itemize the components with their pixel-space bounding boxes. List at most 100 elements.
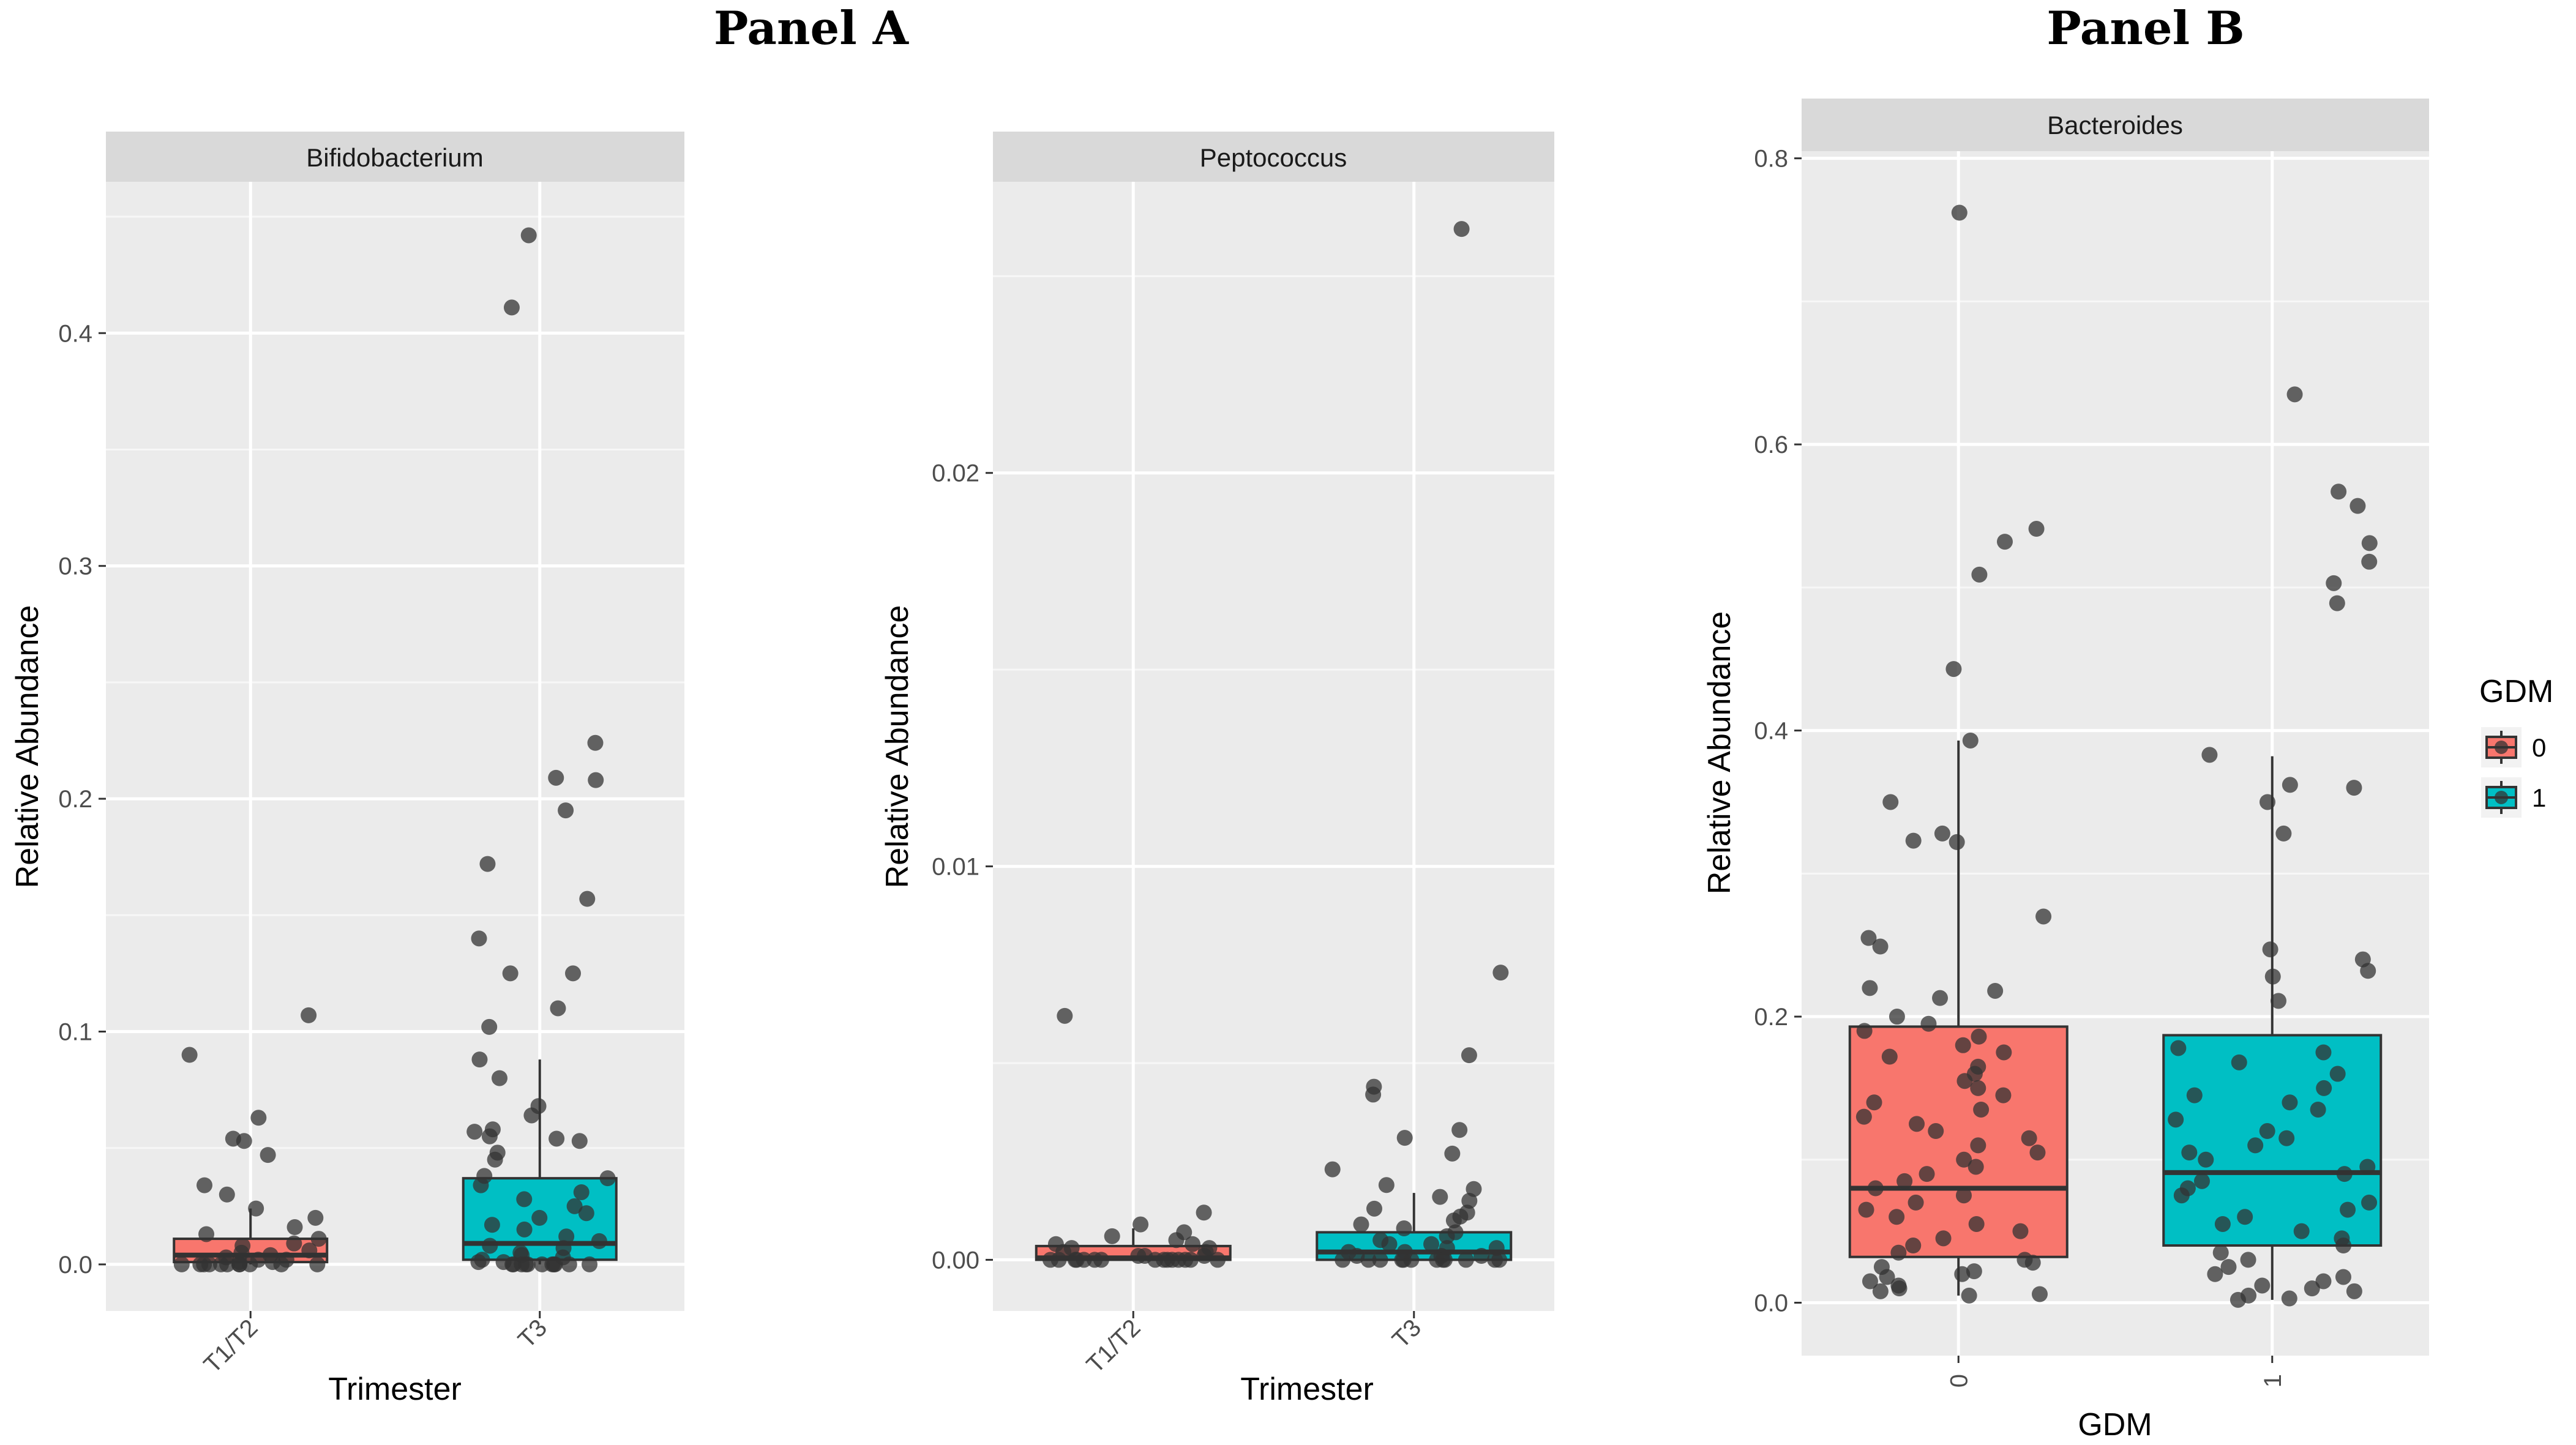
data-point — [1879, 1269, 1895, 1285]
data-point — [1961, 1287, 1977, 1304]
data-point — [236, 1133, 252, 1149]
data-point — [1458, 1252, 1474, 1268]
data-point — [1147, 1252, 1164, 1268]
data-point — [481, 1128, 498, 1144]
data-point — [1453, 221, 1470, 237]
data-point — [1956, 1073, 1973, 1089]
grid-minor — [106, 215, 684, 1149]
data-point — [181, 1047, 198, 1063]
x-tick-label: T3 — [1387, 1314, 1426, 1353]
legend-key — [2481, 777, 2522, 818]
data-point — [517, 1256, 534, 1272]
data-point — [2170, 1040, 2187, 1056]
data-point — [550, 1000, 566, 1017]
data-point — [2230, 1291, 2246, 1308]
y-tick-label: 0.4 — [58, 320, 92, 347]
data-point — [2012, 1223, 2029, 1239]
y-tick-label: 0.01 — [932, 854, 979, 881]
data-point — [2168, 1111, 2184, 1128]
data-point — [516, 1221, 533, 1238]
data-point — [2361, 553, 2378, 570]
legend-label: 1 — [2532, 783, 2546, 812]
data-point — [1928, 1123, 1944, 1140]
legend-items: 01 — [2481, 727, 2546, 818]
data-point — [1196, 1248, 1213, 1264]
data-point — [1860, 930, 1877, 946]
data-point — [473, 1177, 489, 1193]
points — [1855, 204, 2378, 1308]
chart-strip — [106, 132, 684, 182]
data-point — [1335, 1252, 1351, 1268]
y-axis-ticks: 0.00 0.01 0.02 — [932, 460, 993, 1274]
data-point — [582, 1256, 598, 1272]
y-axis-ticks: 0.0 0.1 0.2 0.3 0.4 — [58, 320, 106, 1279]
data-point — [471, 930, 487, 947]
data-point — [599, 1170, 616, 1187]
data-point — [2331, 484, 2347, 500]
data-point — [479, 856, 496, 872]
data-point — [1396, 1220, 1412, 1236]
data-point — [565, 965, 582, 982]
data-point — [1882, 794, 1899, 810]
data-point — [2359, 1159, 2376, 1175]
data-point — [1970, 1137, 1986, 1154]
data-point — [544, 1256, 561, 1272]
data-point — [301, 1007, 317, 1023]
data-point — [2028, 521, 2045, 537]
data-point — [2254, 1277, 2271, 1294]
data-point — [1068, 1252, 1085, 1268]
data-point — [1951, 204, 1968, 221]
y-tick-label: 0.1 — [58, 1019, 92, 1046]
data-point — [2214, 1215, 2231, 1232]
data-point — [2275, 825, 2292, 842]
data-point — [1858, 1201, 1874, 1218]
grid-major — [993, 182, 1554, 1311]
data-point — [482, 1238, 498, 1254]
data-point — [1855, 1108, 1872, 1125]
data-point — [1905, 1238, 1922, 1254]
data-point — [260, 1147, 276, 1163]
chart-strip-title: Peptococcus — [1200, 143, 1347, 172]
data-point — [219, 1186, 235, 1203]
y-tick-label: 0.4 — [1754, 718, 1788, 745]
data-point — [588, 772, 604, 788]
data-point — [273, 1256, 290, 1272]
data-point — [2361, 535, 2378, 551]
chart-strip-title: Bifidobacterium — [306, 143, 483, 172]
legend-label: 0 — [2532, 733, 2546, 762]
data-point — [1932, 990, 1949, 1006]
data-point — [1184, 1236, 1200, 1252]
data-point — [1104, 1228, 1120, 1244]
data-point — [2021, 1130, 2037, 1146]
data-point — [1365, 1086, 1382, 1103]
data-point — [548, 769, 564, 786]
y-axis-title: Relative Abundance — [10, 605, 45, 889]
data-point — [1210, 1252, 1226, 1268]
data-point — [2264, 968, 2281, 985]
data-point — [579, 891, 596, 907]
data-point — [2237, 1209, 2253, 1225]
y-tick-label: 0.6 — [1754, 431, 1788, 458]
data-point — [2259, 794, 2275, 810]
data-point — [571, 1133, 588, 1149]
data-point — [1970, 1080, 1986, 1096]
data-point — [1945, 661, 1962, 678]
data-point — [173, 1256, 190, 1272]
data-point — [1396, 1130, 1413, 1146]
data-point — [1995, 1087, 2012, 1103]
points — [1042, 221, 1509, 1268]
data-point — [471, 1051, 488, 1068]
data-point — [2315, 1044, 2332, 1061]
data-point — [201, 1256, 217, 1272]
data-point — [2329, 595, 2345, 611]
data-point — [1891, 1280, 1908, 1297]
data-point — [484, 1217, 500, 1233]
data-point — [502, 965, 519, 982]
data-point — [213, 1256, 230, 1272]
data-point — [2212, 1244, 2229, 1261]
data-point — [1168, 1232, 1185, 1249]
data-point — [1360, 1252, 1377, 1268]
data-point — [2335, 1269, 2351, 1285]
